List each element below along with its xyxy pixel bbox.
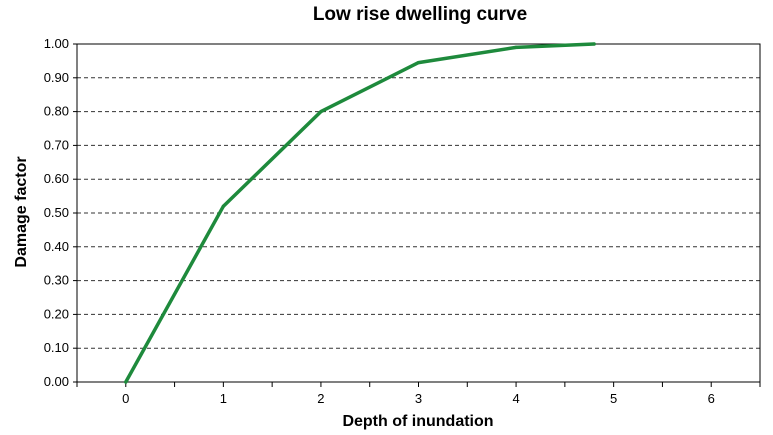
y-tick-label: 0.80 (44, 104, 69, 119)
y-axis-label: Damage factor (13, 156, 30, 267)
data-point (592, 42, 596, 46)
y-tick-label: 0.90 (44, 70, 69, 85)
x-tick-label: 1 (220, 391, 227, 406)
series-line (124, 42, 596, 384)
x-tick-label: 5 (610, 391, 617, 406)
y-tick-label: 0.20 (44, 306, 69, 321)
x-tick-label: 3 (415, 391, 422, 406)
x-axis-label: Depth of inundation (342, 413, 493, 430)
y-tick-label: 0.60 (44, 171, 69, 186)
plot-area: 0.00 0.10 0.20 0.30 0.40 0.50 0.60 0.70 0.80 0.90… (44, 36, 761, 406)
x-tick-label: 6 (708, 391, 715, 406)
x-tick-label: 4 (512, 391, 519, 406)
y-tick-label: 1.00 (44, 36, 69, 51)
x-tick-label: 0 (122, 391, 129, 406)
data-point (514, 45, 518, 49)
data-point (319, 110, 323, 114)
data-point (416, 60, 421, 65)
y-tick-label: 0.00 (44, 374, 69, 389)
y-tick-label: 0.40 (44, 239, 69, 254)
y-tick-label: 0.70 (44, 137, 69, 152)
data-point (124, 380, 128, 384)
y-tick-label: 0.10 (44, 340, 69, 355)
data-point (221, 204, 225, 208)
chart-title: Low rise dwelling curve (313, 4, 527, 25)
x-tick-label: 2 (317, 391, 324, 406)
plot-border (76, 43, 761, 383)
y-tick-label: 0.50 (44, 205, 69, 220)
y-tick-label: 0.30 (44, 273, 69, 288)
